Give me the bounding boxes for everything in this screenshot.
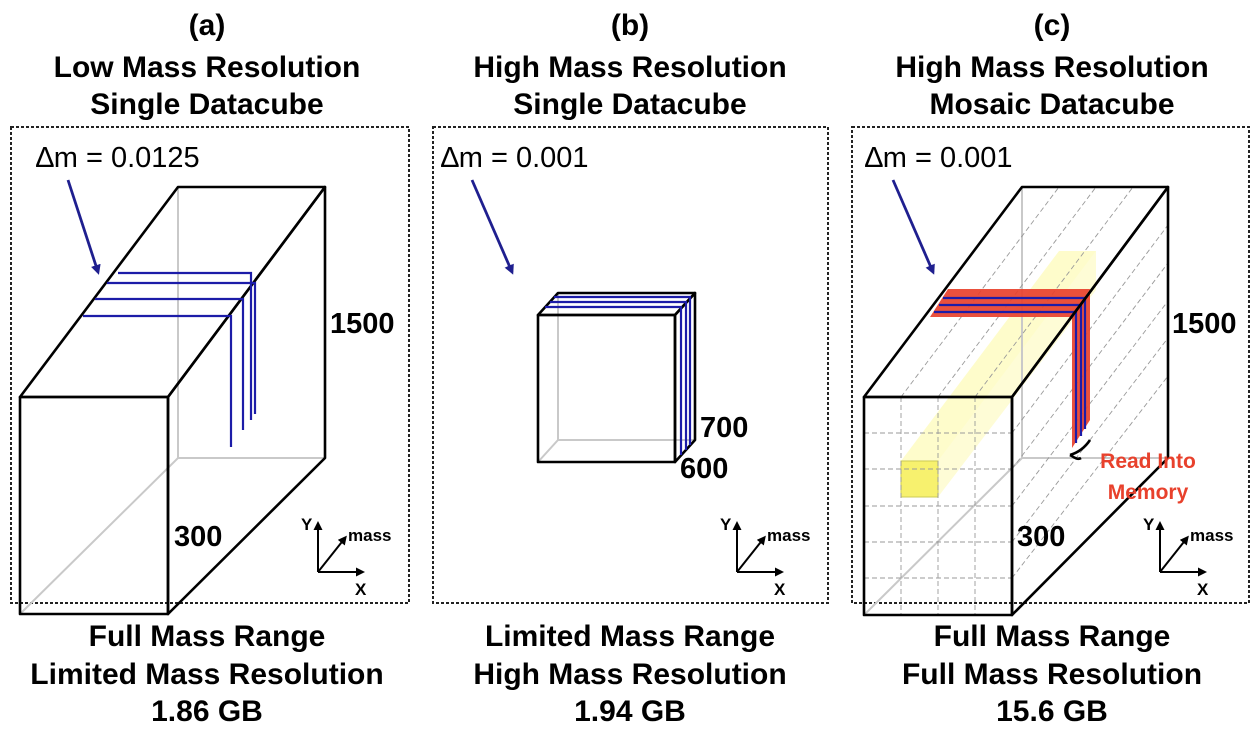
panel-a-delta-m: ∆m = 0.0125 (36, 142, 200, 174)
panel-a-axis-mass: mass (348, 526, 391, 545)
panel-c-pointer-arrow (891, 179, 935, 275)
panel-c-read-brace (1069, 439, 1092, 461)
panel-c-read-slab-top (930, 289, 1090, 317)
panel-b-tick-far: 700 (700, 412, 748, 444)
panel-a: (a) Low Mass Resolution Single Datacube … (10, 9, 410, 728)
panel-a-tick-near: 300 (174, 521, 222, 553)
panel-c-axis-x: X (1197, 580, 1209, 599)
panel-c-footer-line2: Full Mass Resolution (902, 658, 1202, 691)
panel-b-tick-near: 600 (680, 453, 728, 485)
panel-c-cube (862, 185, 1170, 617)
panel-a-title-line2: Single Datacube (90, 88, 323, 121)
panel-c-selected-pixel (900, 460, 939, 498)
panel-c-size: 15.6 GB (996, 695, 1108, 728)
panel-c-axis-y: Y (1143, 515, 1155, 534)
panel-b-mass-slices (545, 295, 692, 455)
panel-b-axis-y: Y (720, 515, 732, 534)
panel-b-axes-glyph: Y mass X (720, 515, 810, 599)
panel-a-tick-far: 1500 (330, 308, 395, 340)
panel-b-footer-line1: Limited Mass Range (485, 620, 775, 653)
panel-b-pointer-arrow (470, 179, 514, 275)
panel-c-title-line2: Mosaic Datacube (929, 88, 1174, 121)
panel-b-size: 1.94 GB (574, 695, 686, 728)
panel-b-delta-m: ∆m = 0.001 (441, 142, 589, 174)
panel-c-label: (c) (1034, 9, 1071, 42)
panel-a-axes-glyph: Y mass X (301, 515, 391, 599)
panel-b: (b) High Mass Resolution Single Datacube… (432, 9, 829, 728)
panel-c-title-line1: High Mass Resolution (895, 51, 1208, 84)
panel-c: (c) High Mass Resolution Mosaic Datacube… (851, 9, 1250, 728)
panel-b-title-line2: Single Datacube (513, 88, 746, 121)
panel-c-axes-glyph: Y mass X (1143, 515, 1233, 599)
panel-a-axis-x: X (355, 580, 367, 599)
panel-c-frame (851, 126, 1250, 604)
panel-b-title-line1: High Mass Resolution (473, 51, 786, 84)
panel-a-title-line1: Low Mass Resolution (54, 51, 361, 84)
panel-c-pixel-column (901, 251, 1096, 461)
panel-c-tick-far: 1500 (1172, 308, 1237, 340)
panel-a-pointer-arrow (66, 179, 101, 275)
panel-c-delta-m: ∆m = 0.001 (865, 142, 1013, 174)
panel-a-size: 1.86 GB (151, 695, 263, 728)
panel-b-axis-x: X (774, 580, 786, 599)
panel-b-cube (536, 291, 697, 464)
panel-a-frame (10, 126, 410, 604)
panel-c-footer-line1: Full Mass Range (934, 620, 1171, 653)
panel-b-label: (b) (611, 9, 649, 42)
panel-a-footer-line1: Full Mass Range (89, 620, 326, 653)
panel-c-annotation-line1: Read Into (1100, 450, 1196, 473)
panel-c-tick-near: 300 (1017, 521, 1065, 553)
panel-b-footer-line2: High Mass Resolution (473, 658, 786, 691)
panel-a-cube (18, 185, 327, 616)
panel-b-axis-mass: mass (767, 526, 810, 545)
panel-c-front-grid (864, 397, 1012, 615)
panel-a-axis-y: Y (301, 515, 313, 534)
panel-b-frame (432, 126, 829, 604)
panel-a-footer-line2: Limited Mass Resolution (30, 658, 383, 691)
panel-a-mass-slices (83, 271, 257, 447)
panel-a-label: (a) (189, 9, 226, 42)
panel-c-axis-mass: mass (1190, 526, 1233, 545)
panel-c-annotation-line2: Memory (1108, 481, 1189, 504)
